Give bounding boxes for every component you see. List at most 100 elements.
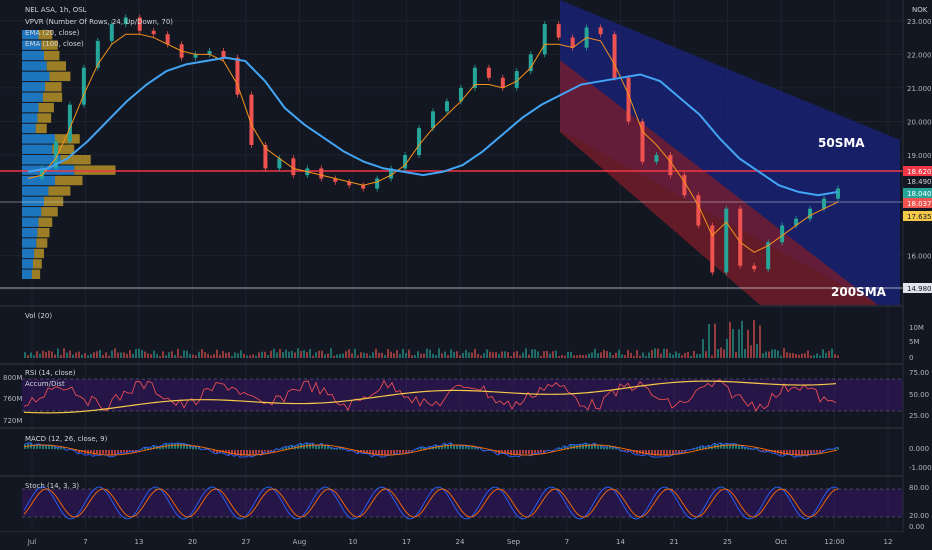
volume-tick-label: 0 (909, 354, 913, 362)
volume-bar (138, 348, 140, 358)
macd-histogram-bar (312, 442, 314, 449)
macd-histogram-bar (126, 450, 128, 453)
volume-bar (45, 352, 47, 358)
macd-histogram-bar (282, 447, 284, 450)
volume-bar (33, 355, 35, 358)
macd-histogram-bar (102, 450, 104, 454)
vpvr-bar-up (22, 175, 55, 186)
volume-bar (642, 352, 644, 358)
volume-bar (252, 354, 254, 358)
macd-histogram-bar (48, 445, 50, 450)
volume-bar (315, 352, 317, 358)
volume-bar (807, 350, 809, 358)
macd-histogram-bar (144, 447, 146, 450)
volume-bar (312, 355, 314, 358)
sma50-annotation: 50SMA (818, 136, 865, 150)
volume-bar (360, 352, 362, 358)
time-tick-label: 21 (670, 538, 679, 546)
sma200-annotation: 200SMA (831, 285, 887, 299)
macd-histogram-bar (657, 450, 659, 456)
macd-histogram-bar (684, 450, 686, 453)
volume-bar (180, 355, 182, 358)
volume-bar (456, 351, 458, 358)
volume-bar (369, 355, 371, 358)
macd-histogram-bar (372, 450, 374, 456)
macd-histogram-bar (408, 450, 410, 452)
volume-bar (54, 354, 56, 358)
macd-histogram-bar (33, 445, 35, 450)
macd-histogram-bar (234, 450, 236, 456)
macd-histogram-bar (615, 447, 617, 450)
volume-bar (243, 353, 245, 358)
macd-histogram-bar (315, 445, 317, 450)
vpvr-bar-up (22, 134, 55, 144)
volume-bar (198, 351, 200, 358)
volume-bar (822, 349, 824, 358)
macd-histogram-bar (441, 445, 443, 450)
volume-bar (132, 353, 134, 358)
ema20-line (27, 33, 839, 253)
macd-histogram-bar (249, 450, 251, 455)
volume-bar (795, 354, 797, 358)
volume-bar (543, 351, 545, 358)
volume-bar (321, 350, 323, 358)
volume-bar (375, 348, 377, 358)
price-series (27, 14, 840, 276)
vpvr-bar-up (22, 123, 36, 134)
macd-histogram-bar (744, 447, 746, 450)
macd-histogram-bar (357, 450, 359, 453)
volume-bar (336, 354, 338, 358)
volume-bar (825, 352, 827, 358)
volume-bar (648, 352, 650, 358)
macd-histogram-bar (324, 445, 326, 450)
macd-histogram-bar (438, 445, 440, 450)
volume-bar (339, 354, 341, 358)
vpvr-bar-up (22, 30, 39, 40)
macd-line (23, 442, 838, 459)
volume-bar (777, 350, 779, 358)
price-axis[interactable] (903, 0, 932, 532)
macd-histogram-bar (420, 447, 422, 450)
volume-bar (567, 352, 569, 358)
volume-bar (129, 350, 131, 358)
vpvr-bar-down (52, 144, 75, 154)
macd-histogram-bar (54, 446, 56, 450)
volume-bar (306, 351, 308, 358)
volume-bar (93, 352, 95, 358)
price-tick-label: 19.000 (907, 152, 932, 160)
stoch-tick-label: 80.00 (909, 484, 929, 492)
macd-histogram-bar (360, 450, 362, 453)
vol-legend: Vol (20) (25, 312, 52, 320)
macd-histogram-bar (717, 444, 719, 449)
volume-tick-label: 5M (909, 338, 920, 346)
volume-bar (117, 352, 119, 358)
volume-bar (768, 351, 770, 358)
macd-histogram-bar (339, 447, 341, 450)
volume-bar (78, 351, 80, 358)
volume-bar (408, 349, 410, 358)
volume-bar (471, 352, 473, 358)
volume-bar (219, 354, 221, 358)
macd-histogram-bar (804, 450, 806, 455)
macd-histogram-bar (246, 450, 248, 456)
volume-bar (705, 351, 707, 358)
macd-histogram-bar (570, 444, 572, 449)
macd-histogram-bar (813, 450, 815, 453)
volume-bar (528, 354, 530, 358)
volume-bar (723, 349, 725, 358)
volume-bar (717, 349, 719, 358)
volume-bar (708, 323, 710, 358)
volume-bar (120, 352, 122, 358)
time-axis[interactable] (0, 532, 932, 550)
price-label-support: 14.980 (907, 285, 932, 293)
volume-bar (324, 354, 326, 358)
vpvr-bar-down (42, 92, 63, 102)
volume-bar (765, 351, 767, 358)
volume-bar (60, 355, 62, 358)
volume-bar (546, 350, 548, 358)
volume-bar (654, 348, 656, 358)
macd-histogram-bar (213, 450, 215, 453)
volume-bar (87, 355, 89, 358)
macd-histogram-bar (291, 445, 293, 450)
